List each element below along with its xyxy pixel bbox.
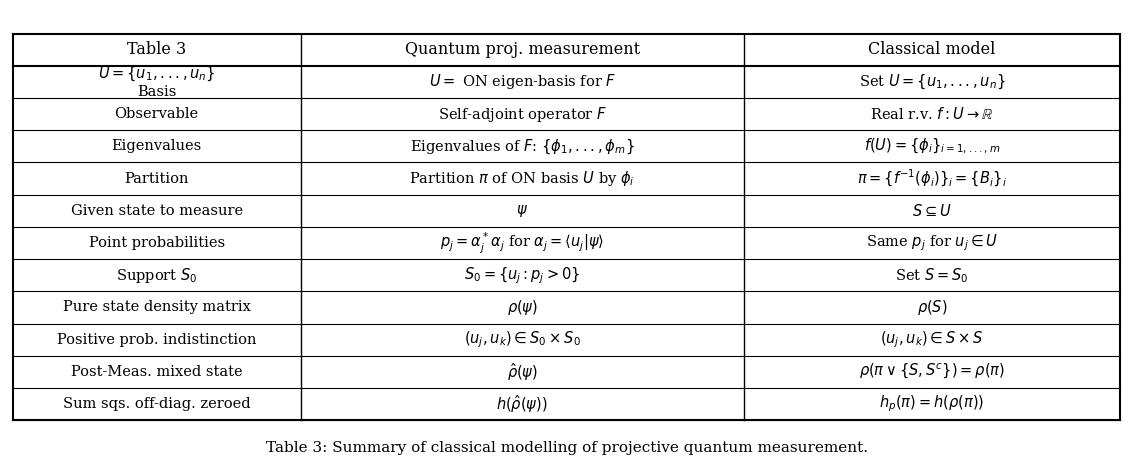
Text: $S_0 = \{u_j : p_j > 0\}$: $S_0 = \{u_j : p_j > 0\}$ bbox=[465, 265, 580, 286]
Text: Table 3: Summary of classical modelling of projective quantum measurement.: Table 3: Summary of classical modelling … bbox=[265, 441, 868, 455]
Text: Support $S_0$: Support $S_0$ bbox=[116, 266, 197, 285]
Text: $(u_j, u_k) \in S_0 \times S_0$: $(u_j, u_k) \in S_0 \times S_0$ bbox=[463, 329, 580, 350]
Text: $\rho(\pi \vee \{S, S^c\}) = \rho(\pi)$: $\rho(\pi \vee \{S, S^c\}) = \rho(\pi)$ bbox=[859, 363, 1005, 382]
Text: $\hat{\rho}(\psi)$: $\hat{\rho}(\psi)$ bbox=[506, 361, 538, 383]
Text: Real r.v. $f: U \rightarrow \mathbb{R}$: Real r.v. $f: U \rightarrow \mathbb{R}$ bbox=[870, 106, 994, 122]
Text: $\rho(S)$: $\rho(S)$ bbox=[917, 298, 947, 317]
Text: Given state to measure: Given state to measure bbox=[70, 204, 242, 218]
Text: Partition: Partition bbox=[125, 172, 189, 186]
Text: $h_p(\pi) = h(\rho(\pi))$: $h_p(\pi) = h(\rho(\pi))$ bbox=[879, 394, 985, 414]
Text: Set $S = S_0$: Set $S = S_0$ bbox=[895, 266, 969, 285]
Text: Sum sqs. off-diag. zeroed: Sum sqs. off-diag. zeroed bbox=[62, 397, 250, 411]
Text: Positive prob. indistinction: Positive prob. indistinction bbox=[57, 332, 256, 347]
Text: Classical model: Classical model bbox=[868, 41, 996, 58]
Text: Self-adjoint operator $F$: Self-adjoint operator $F$ bbox=[437, 105, 607, 124]
Text: Set $U = \{u_1,...,u_n\}$: Set $U = \{u_1,...,u_n\}$ bbox=[859, 73, 1005, 91]
Text: Eigenvalues: Eigenvalues bbox=[111, 139, 202, 153]
Text: $\rho(\psi)$: $\rho(\psi)$ bbox=[506, 298, 538, 317]
Text: $\pi = \{f^{-1}(\phi_i)\}_i = \{B_i\}_i$: $\pi = \{f^{-1}(\phi_i)\}_i = \{B_i\}_i$ bbox=[857, 168, 1007, 189]
Text: Observable: Observable bbox=[114, 107, 198, 121]
Text: Point probabilities: Point probabilities bbox=[88, 236, 224, 250]
Text: $(u_j, u_k) \in S \times S$: $(u_j, u_k) \in S \times S$ bbox=[880, 329, 983, 350]
Text: Post-Meas. mixed state: Post-Meas. mixed state bbox=[71, 365, 242, 379]
Text: Partition $\pi$ of ON basis $U$ by $\phi_i$: Partition $\pi$ of ON basis $U$ by $\phi… bbox=[409, 169, 636, 188]
Text: Eigenvalues of $F$: $\{\phi_1,...,\phi_m\}$: Eigenvalues of $F$: $\{\phi_1,...,\phi_m… bbox=[410, 137, 634, 156]
Text: $S \subseteq U$: $S \subseteq U$ bbox=[912, 203, 952, 219]
Text: Pure state density matrix: Pure state density matrix bbox=[62, 300, 250, 314]
Text: $p_j = \alpha_j^* \alpha_j$ for $\alpha_j = \langle u_j | \psi \rangle$: $p_j = \alpha_j^* \alpha_j$ for $\alpha_… bbox=[440, 231, 604, 256]
Text: $h(\hat{\rho}(\psi))$: $h(\hat{\rho}(\psi))$ bbox=[496, 393, 548, 415]
Text: $U = $ ON eigen-basis for $F$: $U = $ ON eigen-basis for $F$ bbox=[428, 72, 616, 91]
Text: $U = \{u_1,...,u_n\}$
Basis: $U = \{u_1,...,u_n\}$ Basis bbox=[97, 65, 215, 99]
Text: $f(U) = \{\phi_i\}_{i=1,...,m}$: $f(U) = \{\phi_i\}_{i=1,...,m}$ bbox=[863, 137, 1000, 156]
Text: Same $p_j$ for $u_j \in U$: Same $p_j$ for $u_j \in U$ bbox=[866, 233, 998, 253]
Text: Table 3: Table 3 bbox=[127, 41, 186, 58]
Text: Quantum proj. measurement: Quantum proj. measurement bbox=[404, 41, 640, 58]
Text: $\psi$: $\psi$ bbox=[517, 203, 528, 219]
